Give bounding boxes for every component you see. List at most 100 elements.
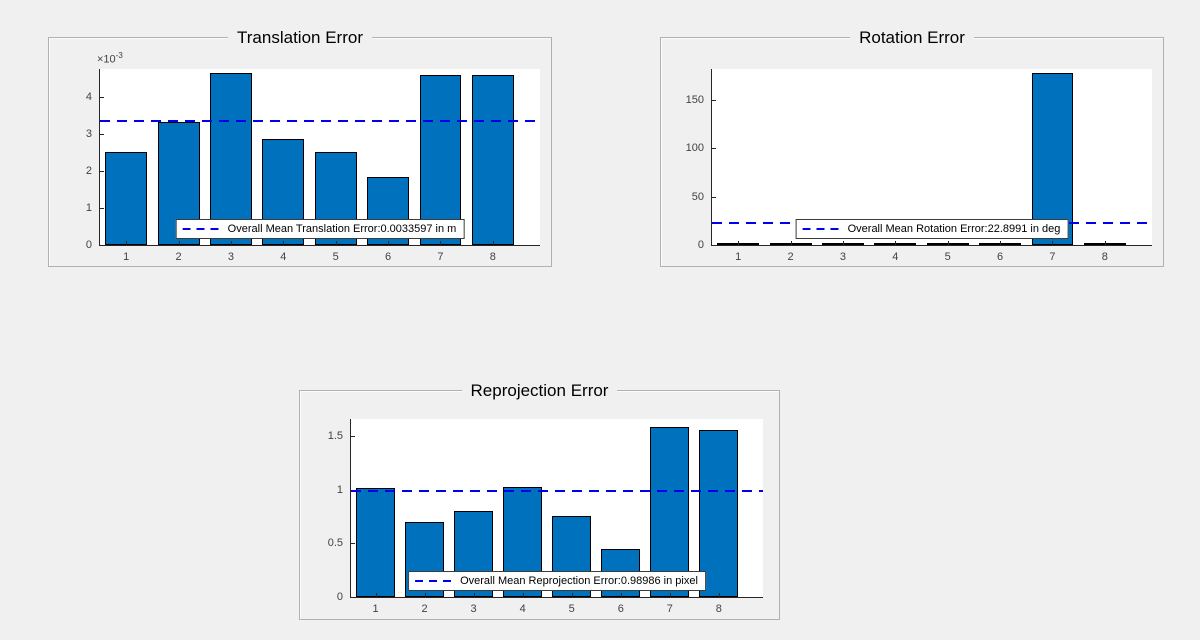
y-tick-mark	[100, 207, 104, 209]
x-tick-mark	[473, 593, 475, 597]
bar-1	[355, 487, 396, 597]
y-tick-mark	[100, 96, 104, 98]
legend-dashed-line-icon	[415, 580, 456, 582]
y-tick-label: 4	[85, 90, 92, 103]
bar-8	[471, 75, 514, 245]
x-tick-mark	[424, 593, 426, 597]
x-tick-mark	[1104, 241, 1106, 245]
y-tick-mark	[712, 148, 716, 150]
x-tick-mark	[842, 241, 844, 245]
x-tick-mark	[522, 593, 524, 597]
x-tick-label: 4	[280, 251, 287, 263]
x-tick-label: 4	[892, 251, 899, 263]
x-tick-mark	[620, 593, 622, 597]
legend-label: Overall Mean Rotation Error:22.8991 in d…	[847, 223, 1061, 235]
y-tick-label: 50	[691, 190, 704, 203]
x-tick-label: 3	[227, 251, 234, 263]
panel-translation-error: Translation Error 0 1 2 3 4 1 2 3 4 5 6 7 8 Overall M…	[48, 27, 552, 267]
x-tick-mark	[388, 241, 390, 245]
y-tick-label: 0.5	[327, 537, 343, 550]
bar-1	[105, 152, 148, 245]
bar-4	[874, 243, 917, 245]
x-tick-label: 5	[568, 603, 575, 615]
y-tick-mark	[351, 436, 355, 438]
x-tick-mark	[1000, 241, 1002, 245]
x-tick-label: 6	[617, 603, 624, 615]
legend: Overall Mean Translation Error:0.0033597…	[175, 219, 465, 239]
bar-3	[210, 72, 252, 245]
x-tick-mark	[718, 593, 720, 597]
x-tick-label: 8	[1101, 251, 1108, 263]
y-tick-mark	[712, 99, 716, 101]
bar-7	[419, 74, 462, 245]
x-tick-mark	[492, 241, 494, 245]
x-tick-label: 2	[787, 251, 794, 263]
x-tick-label: 1	[372, 603, 379, 615]
x-tick-label: 7	[666, 603, 673, 615]
bar-5	[926, 243, 969, 245]
y-tick-label: 1	[85, 201, 92, 214]
y-tick-label: 1	[336, 483, 343, 496]
x-tick-mark	[947, 241, 949, 245]
y-tick-mark	[100, 170, 104, 172]
x-tick-mark	[738, 241, 740, 245]
x-tick-label: 8	[715, 603, 722, 615]
bar-8	[699, 429, 739, 597]
legend-dashed-line-icon	[802, 228, 843, 230]
x-tick-label: 7	[1049, 251, 1056, 263]
x-tick-label: 3	[839, 251, 846, 263]
reprojection-error-axes: 0 0.5 1 1.5 1 2 3 4 5 6 7 8 Overall Mean Reprojectio…	[328, 419, 763, 615]
bar-6	[979, 243, 1022, 245]
x-tick-label: 5	[944, 251, 951, 263]
mean-dashed-line	[351, 489, 763, 492]
y-tick-mark	[100, 133, 104, 135]
x-tick-mark	[571, 593, 573, 597]
legend: Overall Mean Rotation Error:22.8991 in d…	[795, 219, 1069, 239]
panel-title-reprojection-error: Reprojection Error	[461, 380, 618, 401]
legend-label: Overall Mean Translation Error:0.0033597…	[227, 223, 457, 235]
x-tick-mark	[1052, 241, 1054, 245]
x-tick-mark	[440, 241, 442, 245]
x-tick-mark	[790, 241, 792, 245]
y-tick-label: 150	[685, 93, 704, 106]
bar-2	[769, 243, 812, 245]
legend-dashed-line-icon	[182, 228, 223, 230]
x-tick-mark	[669, 593, 671, 597]
panel-rotation-error: Rotation Error 0 50 100 150 1 2 3 4 5 6 7 8 Overall …	[660, 27, 1164, 267]
x-tick-label: 4	[519, 603, 526, 615]
bar-1	[717, 243, 760, 245]
x-tick-label: 6	[997, 251, 1004, 263]
bar-7	[1031, 72, 1074, 245]
y-tick-mark	[351, 543, 355, 545]
x-tick-mark	[895, 241, 897, 245]
x-tick-mark	[375, 593, 377, 597]
legend-label: Overall Mean Reprojection Error:0.98986 …	[460, 575, 698, 587]
y-tick-label: 0	[697, 239, 704, 251]
y-tick-label: 0	[336, 591, 343, 603]
x-tick-label: 7	[437, 251, 444, 263]
y-tick-label: 100	[685, 142, 704, 155]
x-tick-label: 2	[175, 251, 182, 263]
y-axis-exponent-label: ×10-3	[97, 51, 123, 66]
x-tick-mark	[335, 241, 337, 245]
x-tick-mark	[178, 241, 180, 245]
x-tick-label: 2	[421, 603, 428, 615]
panel-title-rotation-error: Rotation Error	[850, 27, 974, 48]
panel-reprojection-error: Reprojection Error 0 0.5 1 1.5 1 2 3 4 5 6 7 8 Overa…	[299, 380, 780, 620]
x-tick-mark	[126, 241, 128, 245]
x-tick-label: 1	[123, 251, 130, 263]
y-tick-mark	[712, 196, 716, 198]
x-tick-label: 8	[489, 251, 496, 263]
x-tick-mark	[230, 241, 232, 245]
x-tick-label: 1	[735, 251, 742, 263]
panel-title-translation-error: Translation Error	[228, 27, 372, 48]
legend: Overall Mean Reprojection Error:0.98986 …	[408, 571, 706, 591]
x-tick-label: 6	[385, 251, 392, 263]
y-tick-label: 2	[85, 164, 92, 177]
y-tick-label: 0	[85, 239, 92, 251]
mean-dashed-line	[100, 119, 540, 122]
x-tick-label: 3	[470, 603, 477, 615]
x-tick-label: 5	[332, 251, 339, 263]
rotation-error-axes: 0 50 100 150 1 2 3 4 5 6 7 8 Overall Mean Rotation E…	[686, 69, 1152, 263]
